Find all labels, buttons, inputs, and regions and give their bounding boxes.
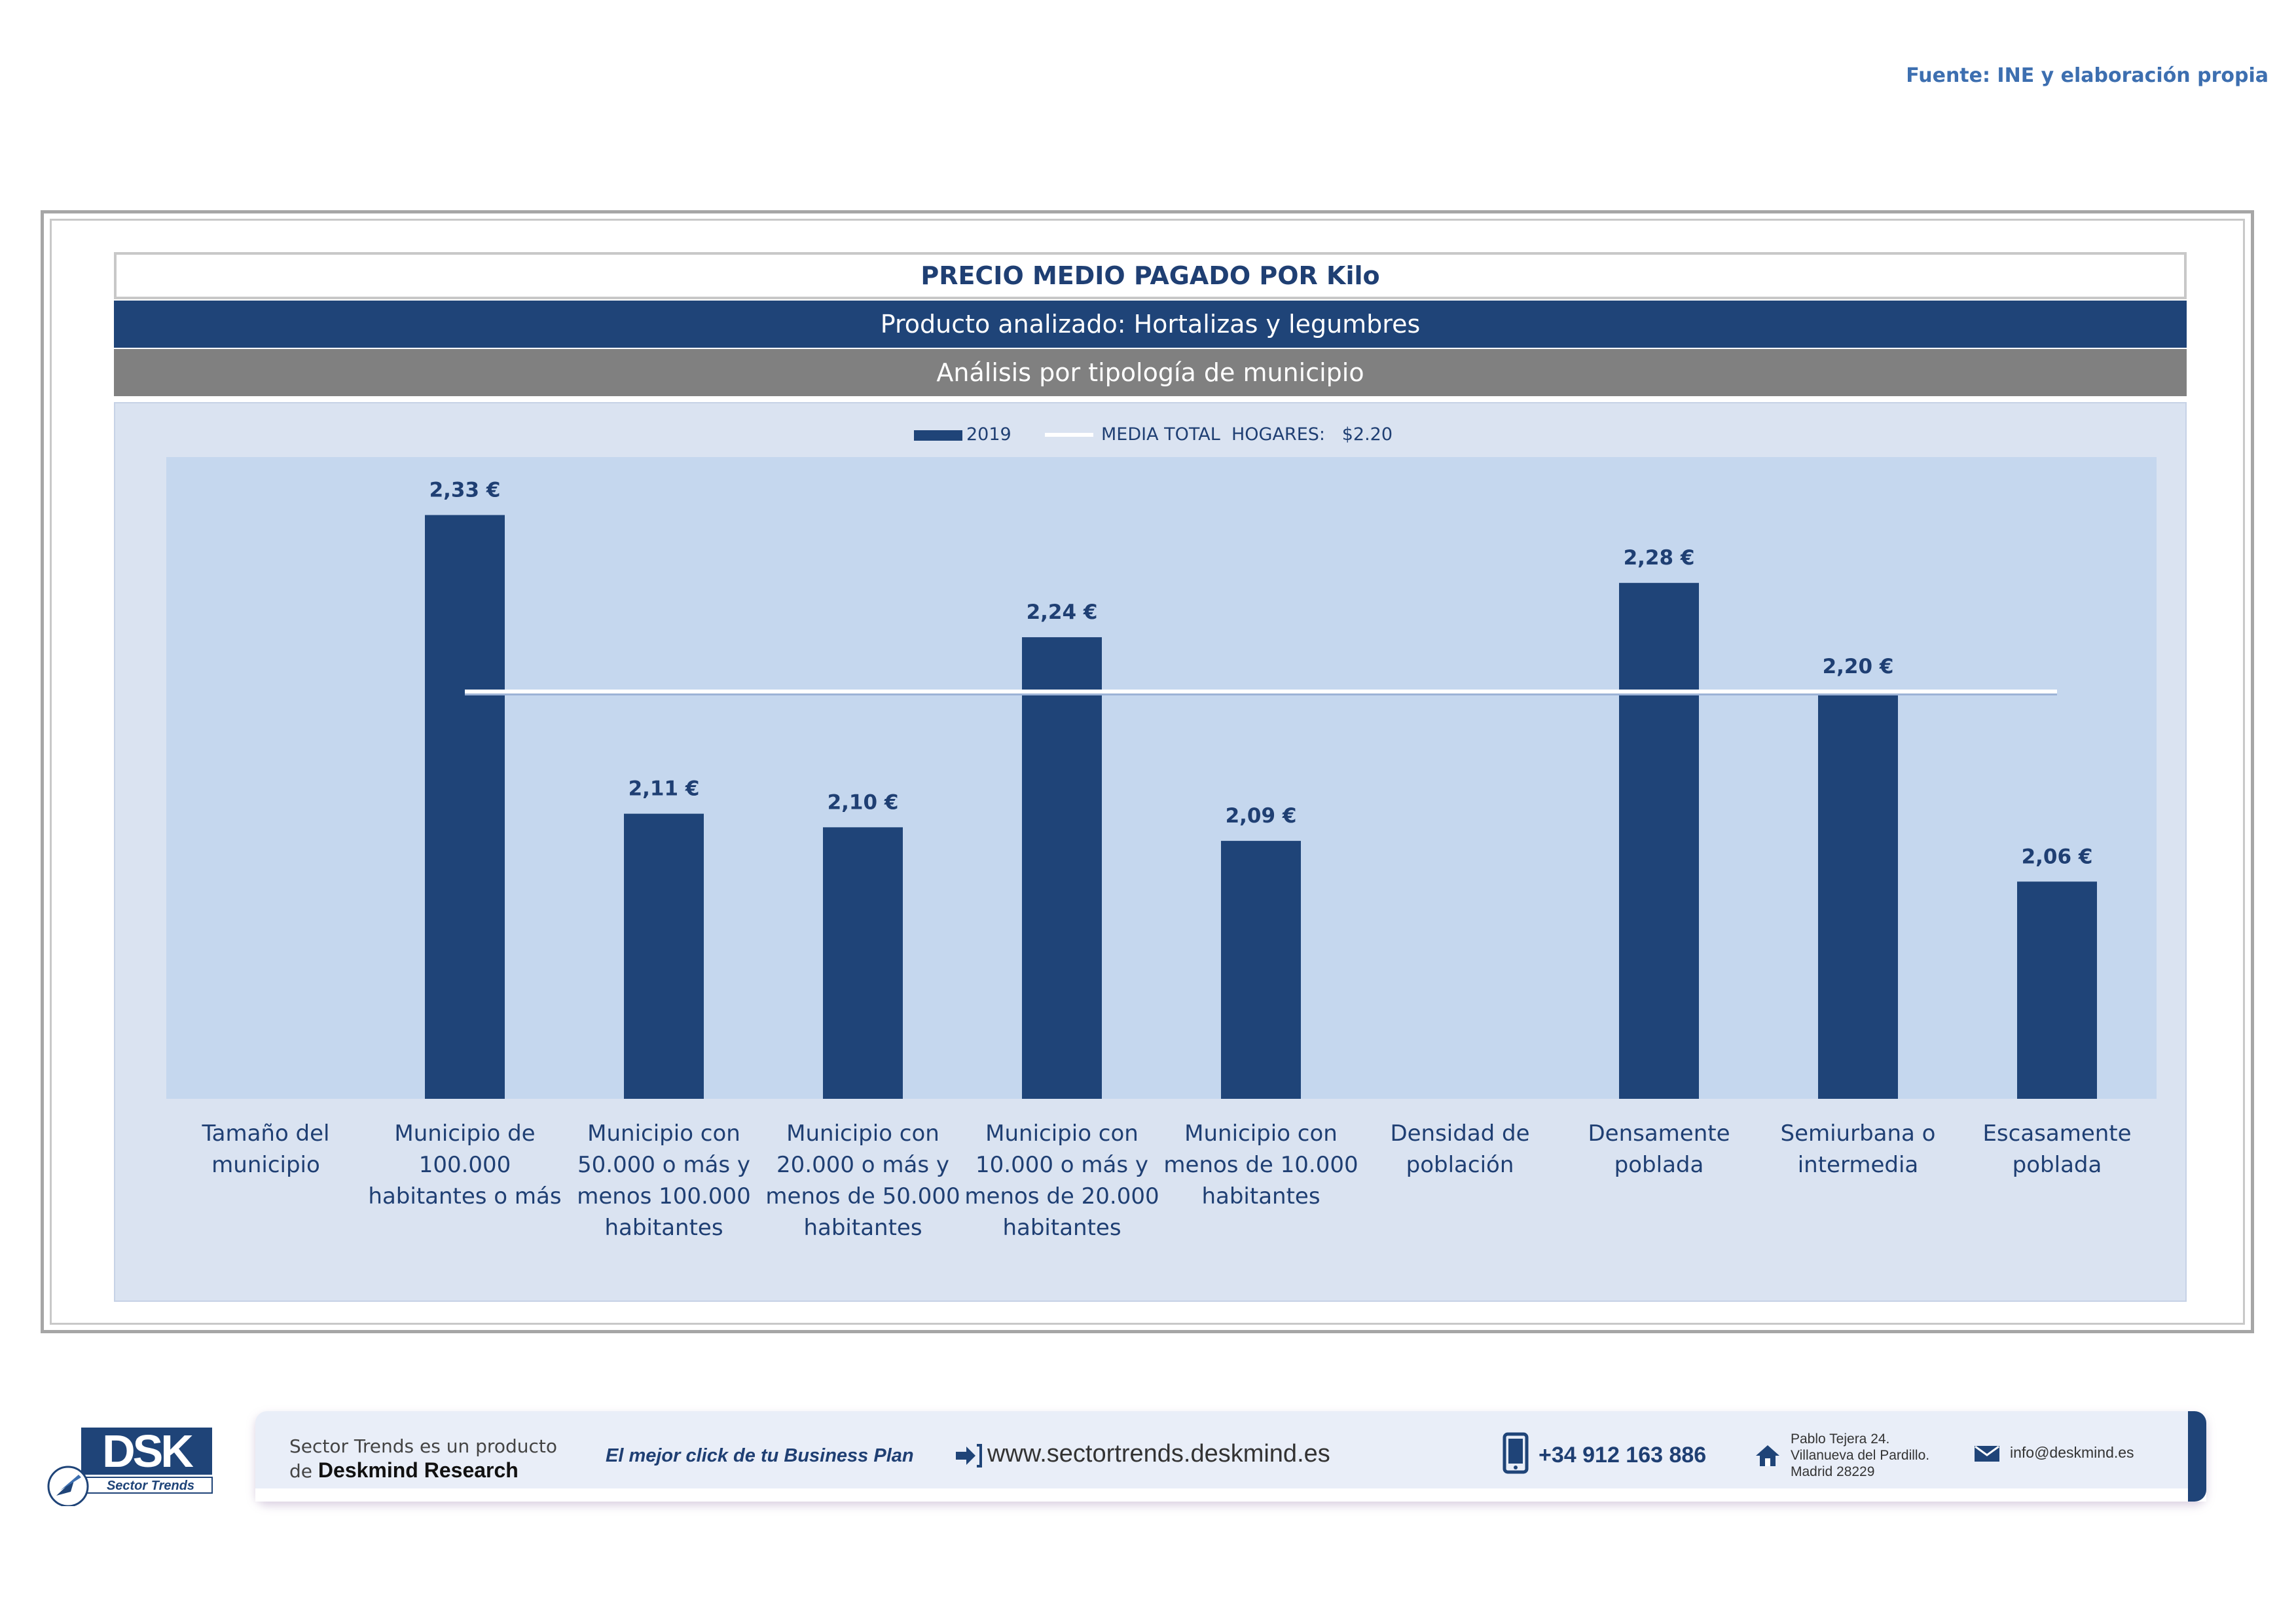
- legend-average-label: MEDIA TOTAL HOGARES: $2.20: [1101, 424, 1393, 445]
- chart-area: 2019 MEDIA TOTAL HOGARES: $2.20 Tamaño del…: [114, 402, 2187, 1302]
- bar: [624, 813, 704, 1099]
- phone-icon: [1503, 1432, 1529, 1474]
- logo-subtext: Sector Trends: [107, 1479, 194, 1493]
- chart-inner-frame: [50, 219, 2245, 1325]
- category-label: Densidad de población: [1390, 1120, 1529, 1178]
- bar: [1221, 841, 1301, 1099]
- category-label: Densamente poblada: [1588, 1120, 1730, 1178]
- footer-product-text: Sector Trends es un producto de Deskmind…: [289, 1435, 557, 1483]
- bar: [823, 827, 903, 1099]
- footer-website-link[interactable]: www.sectortrends.deskmind.es: [987, 1440, 1330, 1467]
- category-label: Escasamente poblada: [1982, 1120, 2131, 1178]
- category-label: Municipio con menos de 10.000 habitantes: [1163, 1120, 1358, 1209]
- home-icon: [1756, 1445, 1779, 1466]
- source-note: Fuente: INE y elaboración propia: [1906, 64, 2269, 87]
- footer-email[interactable]: info@deskmind.es: [2010, 1444, 2134, 1461]
- bar-value-label: 2,28 €: [1624, 546, 1695, 570]
- legend-bar-swatch: [914, 430, 962, 441]
- bar: [1619, 583, 1699, 1099]
- analysis-banner: Análisis por tipología de municipio: [114, 349, 2187, 396]
- footer-product-line1: Sector Trends es un producto: [289, 1435, 557, 1457]
- footer-address-line: Madrid 28229: [1791, 1464, 1875, 1479]
- category-label: Semiurbana o intermedia: [1780, 1120, 1935, 1178]
- legend-series-label: 2019: [966, 424, 1011, 445]
- category-label: Municipio con 50.000 o más y menos 100.000…: [577, 1120, 751, 1241]
- logo-text: DSK: [102, 1428, 193, 1477]
- footer-product-prefix: de: [289, 1460, 318, 1482]
- footer-slogan: El mejor click de tu Business Plan: [606, 1445, 914, 1466]
- footer-band: Sector Trends es un producto de Deskmind…: [255, 1411, 2206, 1502]
- bar-value-label: 2,09 €: [1226, 804, 1297, 828]
- category-label: Municipio de 100.000 habitantes o más: [368, 1120, 561, 1209]
- mail-icon: [1975, 1445, 1999, 1462]
- footer-phone[interactable]: +34 912 163 886: [1539, 1443, 1707, 1467]
- footer-address-line: Pablo Tejera 24.: [1791, 1431, 1890, 1447]
- bar-value-label: 2,10 €: [828, 790, 899, 814]
- bar-value-label: 2,11 €: [629, 777, 700, 801]
- footer-brand: Deskmind Research: [318, 1458, 519, 1482]
- dsk-logo: DSK Sector Trends: [46, 1426, 219, 1507]
- product-banner: Producto analizado: Hortalizas y legumbr…: [114, 301, 2187, 348]
- footer-address: Pablo Tejera 24. Villanueva del Pardillo…: [1791, 1431, 1929, 1480]
- bar-chart: 2019 MEDIA TOTAL HOGARES: $2.20 Tamaño del…: [166, 424, 2157, 1241]
- chart-main-title: PRECIO MEDIO PAGADO POR Kilo: [114, 252, 2187, 299]
- footer-accent-strip: [2188, 1411, 2206, 1502]
- bar-value-label: 2,20 €: [1823, 655, 1894, 678]
- bar-value-label: 2,24 €: [1027, 600, 1098, 624]
- category-label: Municipio con 20.000 o más y menos de 50.0…: [765, 1120, 960, 1241]
- bar-value-label: 2,33 €: [429, 479, 501, 502]
- bar: [425, 515, 505, 1099]
- bar-value-label: 2,06 €: [2022, 845, 2093, 868]
- chart-outer-frame: [41, 210, 2254, 1333]
- category-label: Tamaño del municipio: [201, 1120, 329, 1178]
- footer-address-line: Villanueva del Pardillo.: [1791, 1448, 1930, 1463]
- bar: [2017, 881, 2097, 1099]
- bar: [1818, 692, 1898, 1099]
- category-label: Municipio con 10.000 o más y menos de 20.0…: [964, 1120, 1159, 1241]
- link-arrow-icon: [956, 1444, 982, 1467]
- bar: [1022, 637, 1102, 1099]
